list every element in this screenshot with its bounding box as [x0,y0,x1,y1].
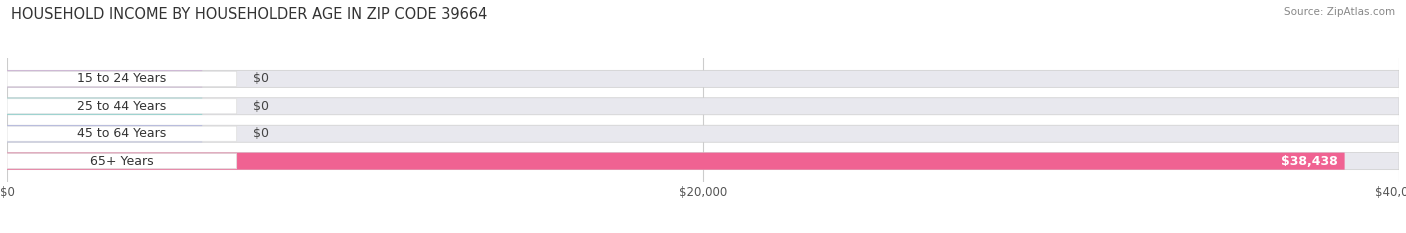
FancyBboxPatch shape [7,70,1399,87]
FancyBboxPatch shape [7,154,236,169]
Text: HOUSEHOLD INCOME BY HOUSEHOLDER AGE IN ZIP CODE 39664: HOUSEHOLD INCOME BY HOUSEHOLDER AGE IN Z… [11,7,488,22]
FancyBboxPatch shape [7,125,1399,142]
Text: $0: $0 [253,100,270,113]
Text: Source: ZipAtlas.com: Source: ZipAtlas.com [1284,7,1395,17]
FancyBboxPatch shape [7,70,202,87]
FancyBboxPatch shape [7,99,236,114]
Text: $38,438: $38,438 [1281,155,1337,168]
FancyBboxPatch shape [7,125,202,142]
Text: $0: $0 [253,127,270,140]
FancyBboxPatch shape [7,98,202,115]
FancyBboxPatch shape [7,153,1399,170]
FancyBboxPatch shape [7,153,1344,170]
Text: 65+ Years: 65+ Years [90,155,153,168]
Text: 45 to 64 Years: 45 to 64 Years [77,127,166,140]
FancyBboxPatch shape [7,126,236,141]
Text: 15 to 24 Years: 15 to 24 Years [77,72,166,85]
Text: $0: $0 [253,72,270,85]
Text: 25 to 44 Years: 25 to 44 Years [77,100,166,113]
FancyBboxPatch shape [7,98,1399,115]
FancyBboxPatch shape [7,71,236,86]
